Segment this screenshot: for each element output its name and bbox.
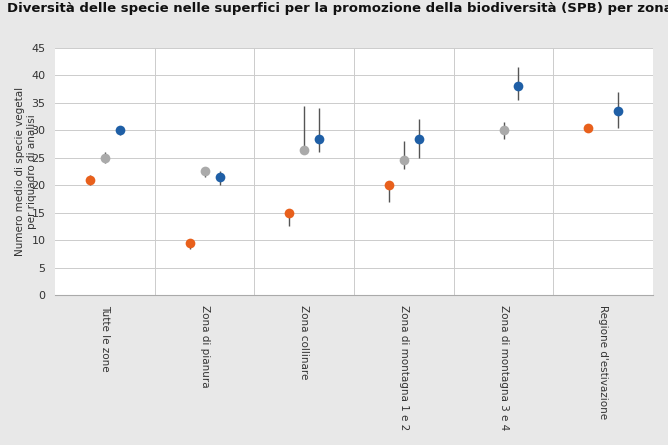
Y-axis label: Numero medio di specie vegetal
per riquadro di analisi: Numero medio di specie vegetal per riqua… xyxy=(15,87,37,256)
Text: Diversità delle specie nelle superfici per la promozione della biodiversità (SPB: Diversità delle specie nelle superfici p… xyxy=(7,2,668,15)
